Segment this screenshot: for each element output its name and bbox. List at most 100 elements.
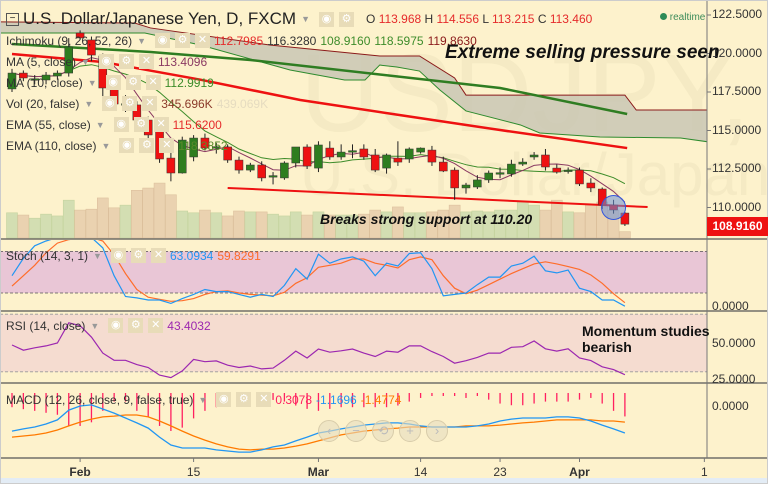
eye-icon[interactable]: ◉ bbox=[102, 96, 118, 111]
close-icon[interactable]: ✕ bbox=[256, 392, 272, 407]
collapse-icon[interactable]: − bbox=[6, 12, 19, 26]
legend-volume: Vol (20, false) ▼ ◉ ⚙ ✕ 345.696K 439.069K bbox=[6, 96, 268, 111]
gear-icon[interactable]: ⚙ bbox=[339, 11, 354, 27]
macd-label[interactable]: MACD (12, 26, close, 9, false, true) bbox=[6, 392, 194, 407]
candle-body bbox=[257, 164, 266, 179]
ma10-label[interactable]: MA (10, close) bbox=[6, 75, 83, 90]
zoom-out-button[interactable]: − bbox=[345, 420, 367, 442]
open-label: O bbox=[366, 12, 376, 26]
candle-body bbox=[507, 163, 516, 175]
legend-stoch: Stoch (14, 3, 1) ▼ ◉ ⚙ ✕ 63.0934 59.8291 bbox=[6, 248, 261, 263]
volume-bar bbox=[437, 209, 450, 239]
gear-icon[interactable]: ⚙ bbox=[125, 75, 141, 90]
volume-bar bbox=[176, 210, 189, 239]
scroll-right-button[interactable]: › bbox=[426, 420, 448, 442]
ma10-value: 112.9919 bbox=[164, 75, 214, 90]
candle-body bbox=[223, 146, 232, 161]
close-value: 113.460 bbox=[549, 12, 593, 26]
candle-body bbox=[359, 148, 369, 158]
eye-icon[interactable]: ◉ bbox=[319, 11, 334, 27]
candle-body bbox=[541, 154, 550, 168]
ma5-label[interactable]: MA (5, close) bbox=[6, 54, 77, 69]
chevron-down-icon[interactable]: ▼ bbox=[198, 394, 208, 405]
zoom-in-button[interactable]: + bbox=[399, 420, 421, 442]
scroll-left-button[interactable]: ‹ bbox=[318, 420, 340, 442]
close-icon[interactable]: ✕ bbox=[153, 117, 169, 132]
volume-bar bbox=[494, 209, 506, 239]
close-icon[interactable]: ✕ bbox=[138, 54, 154, 69]
gear-icon[interactable]: ⚙ bbox=[128, 318, 144, 333]
volume-bar bbox=[414, 212, 427, 239]
candle-body bbox=[370, 154, 380, 171]
chevron-down-icon[interactable]: ▼ bbox=[93, 250, 102, 261]
last-price-badge: 108.9160 bbox=[707, 217, 768, 236]
eye-icon[interactable]: ◉ bbox=[216, 392, 232, 407]
symbol-title[interactable]: U.S. Dollar/Japanese Yen, D, FXCM bbox=[23, 9, 297, 28]
candle-body bbox=[189, 137, 198, 158]
stoch-k-value: 63.0934 bbox=[169, 248, 214, 263]
close-icon[interactable]: ✕ bbox=[150, 248, 166, 263]
close-icon[interactable]: ✕ bbox=[148, 318, 164, 333]
ema55-label[interactable]: EMA (55, close) bbox=[6, 117, 91, 132]
chevron-down-icon[interactable]: ▼ bbox=[95, 119, 105, 130]
candle-body bbox=[461, 184, 471, 189]
volume-bar bbox=[131, 190, 143, 239]
gear-icon[interactable]: ⚙ bbox=[130, 248, 146, 263]
eye-icon[interactable]: ◉ bbox=[110, 248, 126, 263]
candle-body bbox=[620, 212, 630, 225]
gear-icon[interactable]: ⚙ bbox=[122, 96, 138, 111]
low-label: L bbox=[482, 12, 489, 26]
legend-ma10: MA (10, close) ▼ ◉ ⚙ ✕ 112.9919 bbox=[6, 75, 214, 90]
volume-bar bbox=[392, 206, 404, 239]
rsi-label[interactable]: RSI (14, close) bbox=[6, 318, 86, 333]
eye-icon[interactable]: ◉ bbox=[155, 33, 170, 48]
volume-bar bbox=[471, 210, 484, 239]
close-label: C bbox=[537, 12, 547, 26]
chevron-down-icon[interactable]: ▼ bbox=[301, 14, 310, 24]
stoch-label[interactable]: Stoch (14, 3, 1) bbox=[6, 248, 89, 263]
volume-bar bbox=[233, 210, 245, 239]
eye-icon[interactable]: ◉ bbox=[119, 138, 135, 153]
close-icon[interactable]: ✕ bbox=[145, 75, 161, 90]
ichimoku-label[interactable]: Ichimoku (9, 26, 52, 26) bbox=[6, 33, 133, 48]
close-icon[interactable]: ✕ bbox=[195, 33, 210, 48]
volume-bar bbox=[505, 209, 518, 239]
volume-bar bbox=[62, 199, 75, 239]
ema110-label[interactable]: EMA (110, close) bbox=[6, 138, 97, 153]
stoch-axis-label: 0.0000 bbox=[712, 299, 749, 313]
gear-icon[interactable]: ⚙ bbox=[133, 117, 149, 132]
open-value: 113.968 bbox=[378, 12, 422, 26]
close-icon[interactable]: ✕ bbox=[159, 138, 175, 153]
chevron-down-icon[interactable]: ▼ bbox=[101, 140, 111, 151]
candle-body bbox=[314, 144, 323, 169]
eye-icon[interactable]: ◉ bbox=[113, 117, 129, 132]
gear-icon[interactable]: ⚙ bbox=[139, 138, 155, 153]
chevron-down-icon[interactable]: ▼ bbox=[81, 56, 90, 67]
gear-icon[interactable]: ⚙ bbox=[118, 54, 134, 69]
eye-icon[interactable]: ◉ bbox=[108, 318, 124, 333]
realtime-label: realtime bbox=[669, 12, 706, 23]
chevron-down-icon[interactable]: ▼ bbox=[90, 320, 100, 331]
volume-label[interactable]: Vol (20, false) bbox=[6, 96, 80, 111]
time-axis-label: Feb bbox=[69, 465, 91, 479]
close-icon[interactable]: ✕ bbox=[142, 96, 158, 111]
candle-body bbox=[178, 139, 187, 174]
candle-body bbox=[246, 164, 255, 171]
ema110-line bbox=[11, 42, 628, 116]
chevron-down-icon[interactable]: ▼ bbox=[137, 35, 146, 46]
macd-signal-value: -1.4774 bbox=[360, 392, 402, 407]
eye-icon[interactable]: ◉ bbox=[105, 75, 121, 90]
volume-bar bbox=[119, 204, 132, 239]
macd-pane bbox=[11, 393, 626, 453]
gear-icon[interactable]: ⚙ bbox=[175, 33, 190, 48]
eye-icon[interactable]: ◉ bbox=[98, 54, 114, 69]
reset-button[interactable]: ⟲ bbox=[372, 420, 394, 442]
high-value: 114.556 bbox=[436, 12, 480, 26]
gear-icon[interactable]: ⚙ bbox=[236, 392, 252, 407]
volume-bar bbox=[550, 199, 563, 239]
chevron-down-icon[interactable]: ▼ bbox=[87, 77, 97, 88]
stoch-k-line bbox=[11, 240, 626, 307]
chevron-down-icon[interactable]: ▼ bbox=[84, 98, 94, 109]
volume-bar bbox=[346, 214, 359, 239]
